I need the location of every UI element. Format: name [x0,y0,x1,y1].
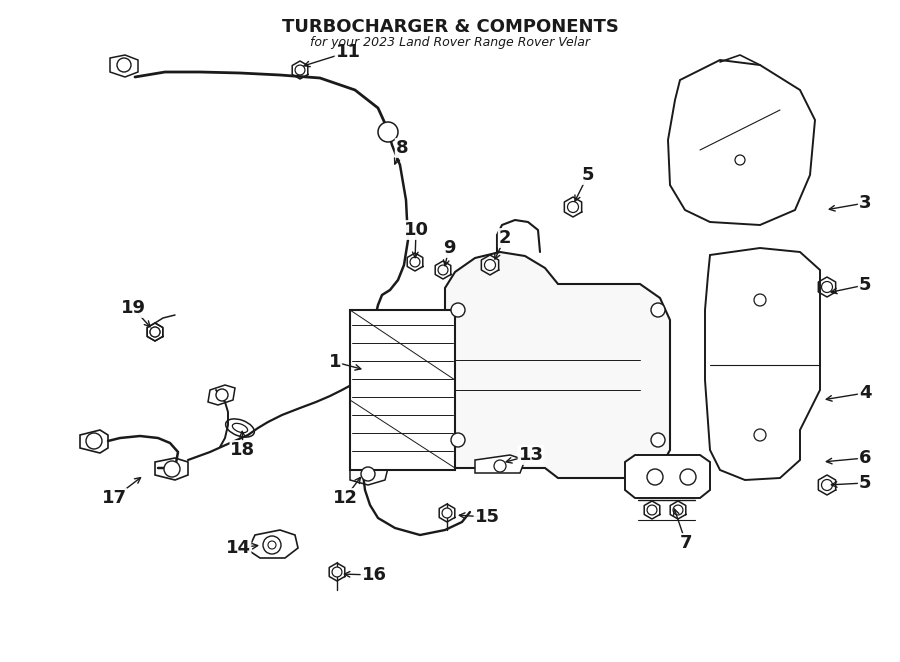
Circle shape [451,433,465,447]
Circle shape [365,323,385,343]
Circle shape [673,505,683,515]
Text: 7: 7 [680,534,692,552]
Polygon shape [350,462,388,485]
Text: 12: 12 [332,489,357,507]
Text: 1: 1 [328,353,341,371]
Text: 4: 4 [859,384,871,402]
Polygon shape [475,455,525,473]
Polygon shape [705,248,820,480]
Text: 11: 11 [336,43,361,61]
Text: for your 2023 Land Rover Range Rover Velar: for your 2023 Land Rover Range Rover Vel… [310,36,590,49]
Circle shape [164,461,180,477]
Circle shape [680,469,696,485]
Polygon shape [445,252,670,478]
Circle shape [378,122,398,142]
Polygon shape [625,455,710,498]
Ellipse shape [232,424,248,433]
Circle shape [263,536,281,554]
Polygon shape [208,385,235,405]
Text: 16: 16 [362,566,386,584]
Circle shape [822,281,832,293]
Circle shape [651,303,665,317]
Ellipse shape [226,419,255,437]
Circle shape [494,460,506,472]
Text: 15: 15 [474,508,500,526]
Text: 19: 19 [121,299,146,317]
Circle shape [438,265,448,275]
Text: 5: 5 [859,474,871,492]
Text: 5: 5 [859,276,871,294]
Text: 14: 14 [226,539,250,557]
Text: 17: 17 [102,489,127,507]
Text: 5: 5 [581,166,594,184]
Polygon shape [110,55,138,77]
Circle shape [647,469,663,485]
Polygon shape [668,60,815,225]
Circle shape [754,294,766,306]
Circle shape [117,58,131,72]
Circle shape [410,257,420,267]
Circle shape [647,505,657,515]
Polygon shape [80,430,108,453]
Text: TURBOCHARGER & COMPONENTS: TURBOCHARGER & COMPONENTS [282,18,618,36]
Text: 3: 3 [859,194,871,212]
Text: 13: 13 [518,446,544,464]
Circle shape [361,467,375,481]
Circle shape [332,567,342,577]
Circle shape [568,201,579,213]
Circle shape [651,433,665,447]
Circle shape [150,327,160,337]
Circle shape [735,155,745,165]
Text: 18: 18 [230,441,256,459]
Text: 10: 10 [403,221,428,239]
Circle shape [822,479,832,491]
Circle shape [86,433,102,449]
Circle shape [442,508,452,518]
Circle shape [150,327,160,337]
Circle shape [380,124,396,140]
Circle shape [216,389,228,401]
Circle shape [484,260,496,271]
Text: 8: 8 [396,139,409,157]
Polygon shape [248,530,298,558]
Text: 6: 6 [859,449,871,467]
Polygon shape [350,310,455,470]
Circle shape [295,65,305,75]
Circle shape [451,303,465,317]
Text: 9: 9 [443,239,455,257]
Text: 2: 2 [499,229,511,247]
Circle shape [268,541,276,549]
Polygon shape [155,458,188,480]
Circle shape [754,429,766,441]
